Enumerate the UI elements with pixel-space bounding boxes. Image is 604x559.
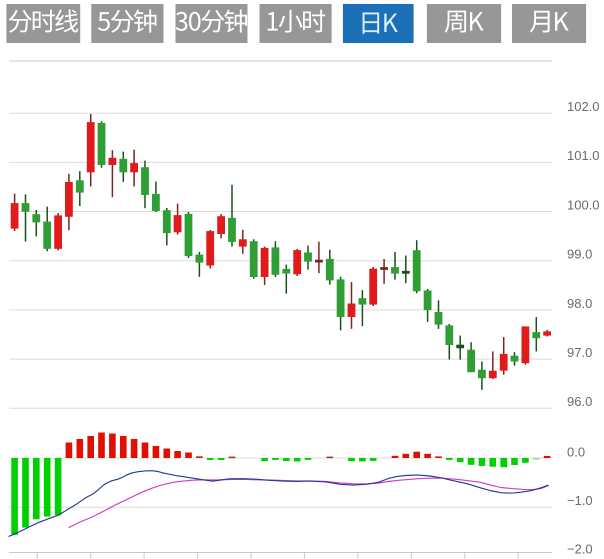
svg-text:96.0: 96.0 [567,394,592,409]
svg-text:98.0: 98.0 [567,296,592,311]
svg-text:100.0: 100.0 [567,197,600,212]
svg-text:−1.0: −1.0 [567,493,593,508]
svg-text:101.0: 101.0 [567,148,600,163]
svg-text:97.0: 97.0 [567,345,592,360]
svg-text:0.0: 0.0 [567,445,585,460]
svg-text:−2.0: −2.0 [567,542,593,557]
svg-text:99.0: 99.0 [567,247,592,262]
svg-text:102.0: 102.0 [567,99,600,114]
